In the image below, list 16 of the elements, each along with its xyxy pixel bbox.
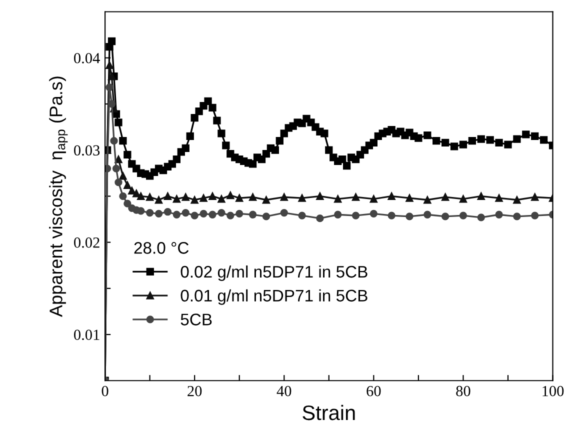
x-tick-label: 20	[188, 386, 202, 396]
y-tick-label: 0.01	[74, 330, 100, 340]
legend-title: 28.0 °C	[134, 242, 189, 254]
legend-label: 0.01 g/ml n5DP71 in 5CB	[180, 289, 368, 305]
y-axis-title: Apparent viscosity η$_{app}$ (Pa.s)	[49, 76, 68, 317]
y-tick-label: 0.03	[74, 145, 100, 156]
x-tick-label: 0	[102, 386, 108, 396]
x-tick-label: 60	[366, 386, 381, 396]
y-tick-label: 0.02	[74, 237, 100, 248]
x-tick-label: 80	[456, 386, 470, 396]
x-tick-label: 100	[542, 386, 564, 396]
legend-label: 5CB	[180, 314, 212, 326]
y-tick-label: 0.04	[74, 52, 100, 64]
x-axis-title: Strain	[302, 404, 355, 420]
legend-label: 0.02 g/ml n5DP71 in 5CB	[180, 265, 368, 281]
x-tick-label: 40	[276, 386, 292, 396]
